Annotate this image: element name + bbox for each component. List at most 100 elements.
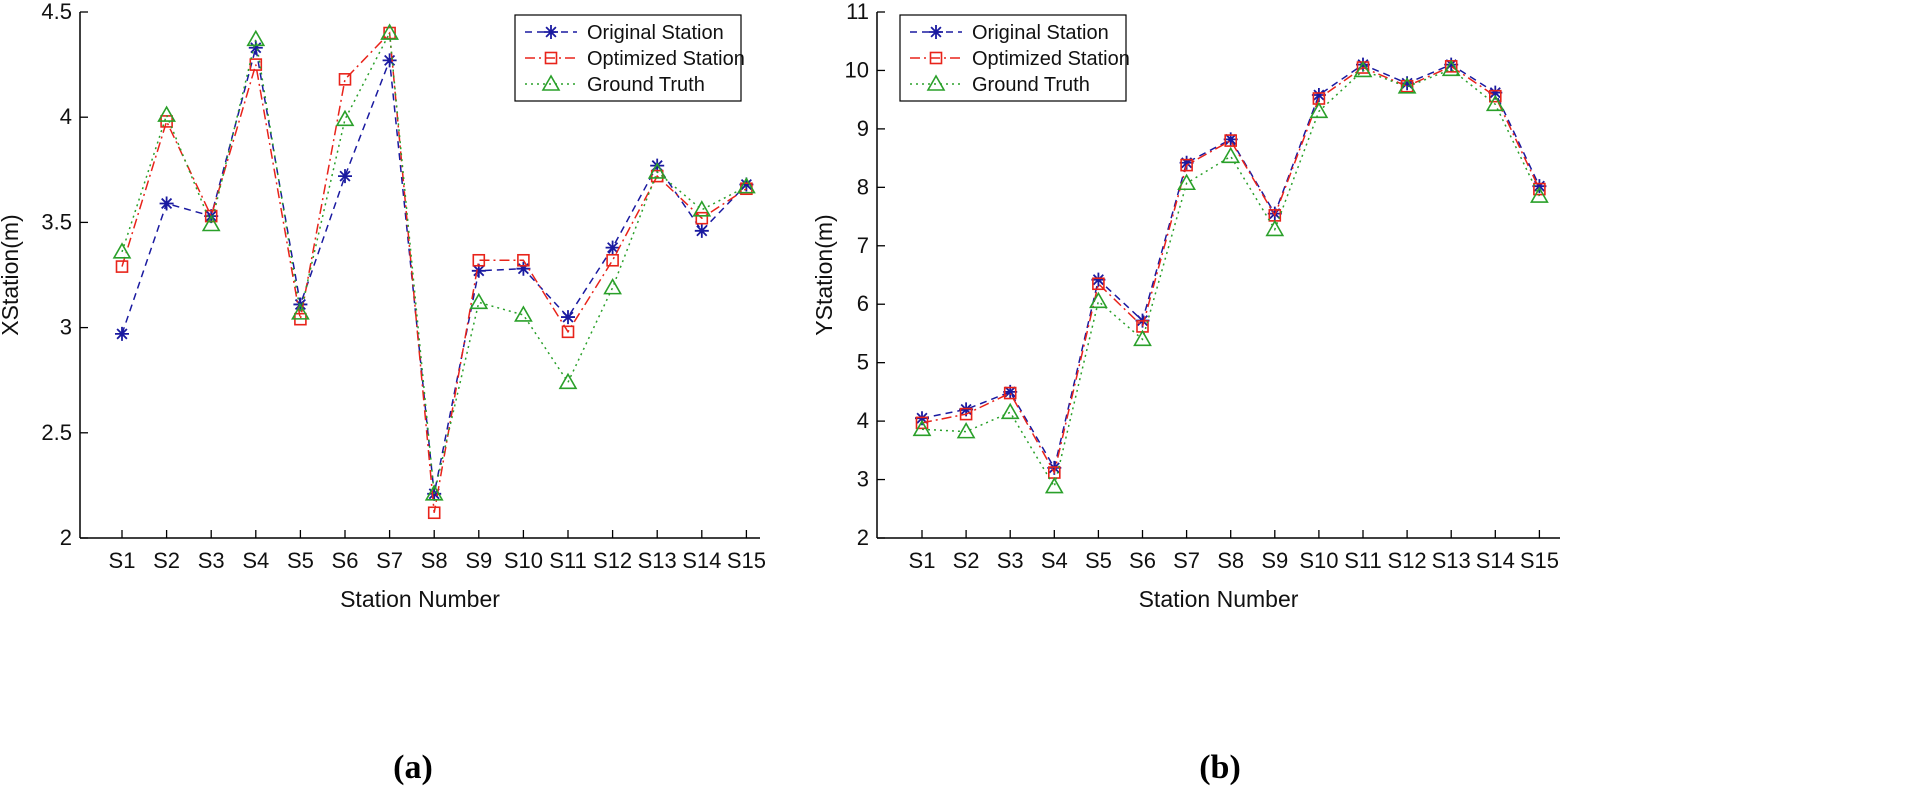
data-point-original — [115, 326, 129, 341]
data-point-ground_truth — [1177, 173, 1196, 191]
data-point-original — [650, 158, 665, 173]
data-point-ground_truth — [1309, 101, 1329, 119]
data-point-optimized — [338, 73, 352, 86]
x-tick-label: S4 — [1041, 548, 1068, 573]
x-tick-label: S7 — [376, 548, 403, 573]
legend-label-original: Original Station — [972, 22, 1109, 44]
x-tick-label: S14 — [682, 548, 721, 573]
y-tick-label: 9 — [857, 116, 869, 141]
data-point-original — [959, 402, 974, 417]
data-point-ground_truth — [1441, 59, 1461, 77]
data-point-ground_truth — [603, 278, 622, 295]
data-point-ground_truth — [1530, 186, 1549, 203]
data-point-original — [1444, 57, 1459, 72]
data-point-ground_truth — [956, 422, 976, 439]
legend-marker-optimized — [929, 51, 943, 65]
data-point-ground_truth — [380, 23, 399, 40]
x-tick-label: S8 — [1217, 548, 1244, 573]
data-point-ground_truth — [469, 292, 489, 310]
data-point-ground_truth — [558, 372, 578, 390]
data-point-original — [561, 310, 575, 325]
x-tick-label: S12 — [1388, 548, 1427, 573]
x-tick-label: S1 — [109, 548, 136, 573]
data-point-original — [1532, 179, 1547, 194]
x-tick-label: S2 — [953, 548, 980, 573]
data-point-optimized — [115, 260, 129, 273]
data-point-optimized — [606, 253, 619, 267]
data-point-original — [382, 53, 397, 68]
y-tick-label: 11 — [846, 0, 869, 24]
data-point-original — [739, 177, 754, 192]
series-line-optimized — [121, 31, 747, 513]
data-point-optimized — [1400, 79, 1414, 93]
data-point-original — [159, 196, 174, 211]
legend-label-ground_truth: Ground Truth — [587, 74, 705, 96]
data-point-optimized — [1533, 182, 1546, 196]
y-tick-label: 2 — [60, 525, 72, 550]
data-point-original — [516, 261, 531, 276]
y-tick-label: 10 — [845, 57, 869, 82]
data-point-ground_truth — [1221, 146, 1241, 164]
x-tick-label: S15 — [1520, 548, 1559, 573]
data-point-ground_truth — [1000, 402, 1020, 420]
data-point-optimized — [427, 506, 441, 520]
y-tick-label: 3.5 — [41, 209, 72, 234]
data-point-ground_truth — [246, 29, 266, 47]
x-tick-label: S7 — [1173, 548, 1200, 573]
data-point-ground_truth — [1353, 60, 1373, 78]
y-axis-label: YStation(m) — [811, 214, 837, 335]
data-point-original — [915, 411, 929, 426]
series-line-original — [921, 63, 1541, 470]
data-point-original — [471, 263, 486, 278]
y-tick-label: 2 — [857, 525, 869, 550]
x-tick-label: S6 — [332, 548, 359, 573]
y-axis-label: XStation(m) — [0, 214, 23, 335]
x-axis-label: Station Number — [1139, 586, 1299, 612]
data-point-optimized — [695, 211, 709, 225]
data-point-ground_truth — [201, 214, 221, 232]
data-point-ground_truth — [1485, 94, 1505, 112]
chart-panel-a: 22.533.544.5S1 S2 S3 S4 S5 S6 S7 S8 S9 S10 S11 S12 S… — [0, 0, 766, 786]
data-point-ground_truth — [1133, 329, 1152, 347]
legend-marker-original — [544, 25, 558, 39]
y-tick-label: 8 — [857, 174, 869, 199]
legend-label-ground_truth: Ground Truth — [972, 74, 1090, 96]
data-point-ground_truth — [335, 109, 355, 127]
y-tick-label: 2.5 — [41, 420, 72, 445]
data-point-ground_truth — [737, 177, 756, 194]
legend-label-optimized: Optimized Station — [972, 48, 1130, 70]
legend-marker-ground_truth — [926, 74, 946, 91]
data-point-original — [1356, 57, 1370, 72]
x-tick-label: S9 — [1261, 548, 1288, 573]
data-point-original — [1488, 85, 1503, 100]
data-point-original — [338, 169, 352, 184]
y-tick-label: 3 — [857, 467, 869, 492]
data-point-optimized — [1092, 277, 1105, 291]
panel-label: (b) — [1199, 749, 1241, 786]
data-point-original — [605, 240, 620, 255]
x-tick-label: S2 — [153, 548, 180, 573]
legend: Original Station Optimized Station Ground … — [514, 14, 745, 102]
y-tick-label: 4.5 — [41, 0, 72, 24]
x-tick-label: S10 — [504, 548, 543, 573]
x-tick-label: S15 — [727, 548, 766, 573]
legend-marker-original — [929, 25, 943, 39]
y-tick-label: 5 — [857, 350, 869, 375]
data-point-optimized — [1003, 386, 1017, 400]
data-point-original — [1223, 132, 1238, 147]
x-tick-label: S5 — [1085, 548, 1112, 573]
x-tick-label: S11 — [1344, 548, 1382, 573]
data-point-ground_truth — [912, 419, 932, 437]
data-point-optimized — [1489, 89, 1502, 103]
series-line-ground_truth — [121, 30, 747, 494]
data-point-original — [1179, 155, 1194, 170]
panel-label: (a) — [393, 749, 433, 786]
x-axis-label: Station Number — [340, 586, 500, 612]
data-point-original — [1003, 384, 1018, 399]
series-line-ground_truth — [921, 68, 1541, 489]
data-point-optimized — [561, 325, 575, 339]
series-line-optimized — [921, 65, 1541, 475]
data-point-ground_truth — [424, 484, 444, 501]
